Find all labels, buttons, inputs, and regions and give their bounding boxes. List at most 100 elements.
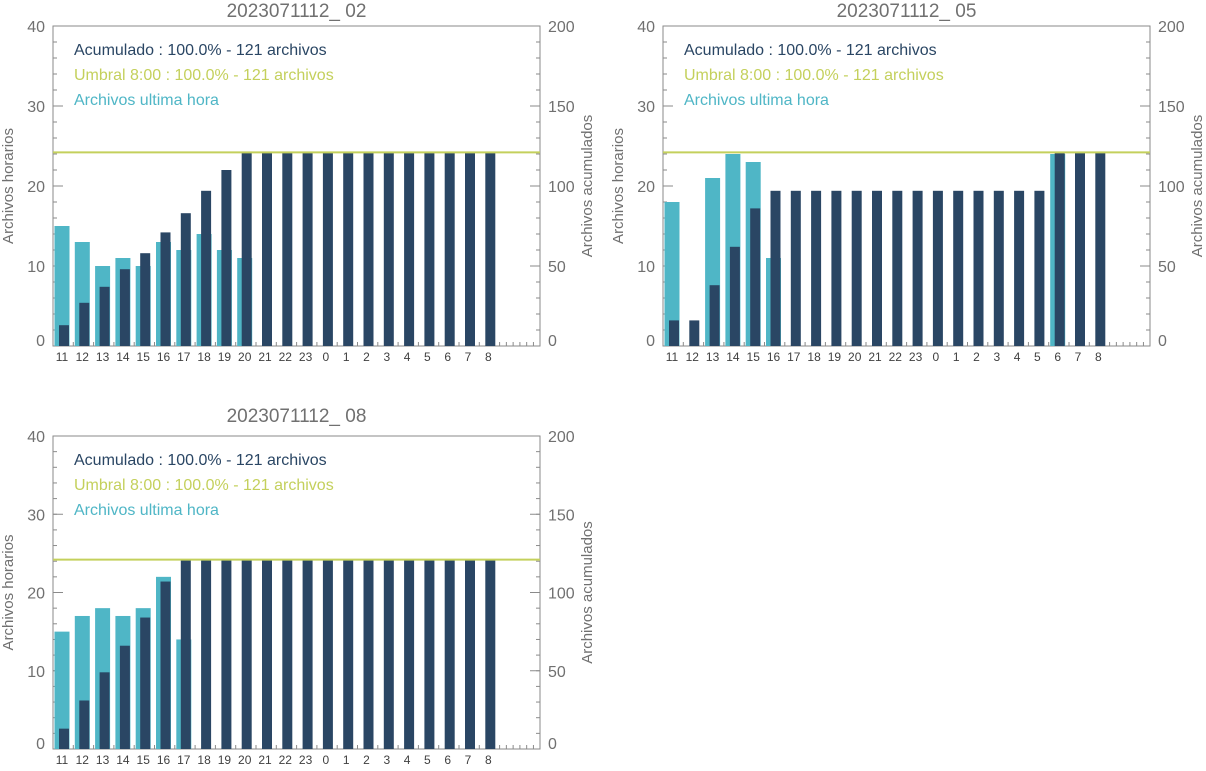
y2-axis-label: Archivos acumulados: [579, 521, 596, 664]
x-tick-label: 22: [279, 350, 293, 364]
bar-cumulative: [119, 269, 130, 346]
x-tick-label: 23: [299, 350, 313, 364]
y-tick-label: 30: [27, 507, 45, 524]
x-tick-label: 19: [218, 350, 232, 364]
x-tick-label: 2: [363, 350, 370, 364]
x-tick-label: 5: [424, 753, 431, 767]
x-tick-label: 0: [933, 350, 940, 364]
x-tick-label: 13: [96, 350, 110, 364]
chart-panel-2023071112-08: 2023071112_ 08 0 10 20 30 40 0 50 100 150 200 Archi…: [0, 408, 600, 771]
x-tick-label: 20: [238, 753, 252, 767]
y-tick-label: 30: [637, 99, 655, 116]
x-tick-label: 4: [404, 753, 411, 767]
bar-cumulative: [140, 617, 151, 749]
y-tick-label: 20: [27, 586, 45, 603]
x-tick-label: 7: [1075, 350, 1082, 364]
bar-cumulative: [322, 559, 333, 749]
chart-svg: 2023071112_ 05010203040050100150200Archi…: [610, 1, 1206, 364]
bar-cumulative: [424, 559, 435, 749]
bar-cumulative: [912, 190, 923, 346]
bar-cumulative: [343, 559, 354, 749]
x-tick-label: 18: [197, 753, 211, 767]
bar-cumulative: [770, 190, 781, 346]
x-tick-label: 15: [137, 753, 151, 767]
x-tick-label: 14: [116, 350, 130, 364]
chart-panel-2023071112-02: 2023071112_ 02 0 10 20 30 40 0 50 100 150 200 Archi…: [0, 0, 600, 370]
y-tick-label: 30: [27, 99, 45, 116]
x-tick-label: 3: [993, 350, 1000, 364]
x-tick-label: 0: [323, 350, 330, 364]
bar-cumulative: [99, 672, 110, 749]
legend-entry-threshold: Umbral 8:00 : 100.0% - 121 archivos: [74, 67, 334, 84]
x-tick-label: 1: [953, 350, 960, 364]
bar-cumulative: [221, 559, 232, 749]
x-tick-label: 22: [279, 753, 293, 767]
x-tick-label: 23: [299, 753, 313, 767]
x-tick-label: 5: [1034, 350, 1041, 364]
chart-svg: 2023071112_ 02010203040050100150200Archi…: [0, 1, 596, 364]
y2-tick-label: 200: [548, 19, 575, 36]
legend-entry-hourly: Archivos ultima hora: [684, 92, 829, 109]
y2-tick-label: 100: [1158, 179, 1185, 196]
bar-cumulative: [1014, 190, 1025, 346]
bar-cumulative: [99, 286, 110, 346]
x-tick-label: 20: [238, 350, 252, 364]
legend-entry-hourly: Archivos ultima hora: [74, 92, 219, 109]
bar-cumulative: [221, 170, 232, 346]
x-tick-label: 13: [96, 753, 110, 767]
y2-tick-label: 50: [1158, 259, 1176, 276]
bar-cumulative: [932, 190, 943, 346]
bar-cumulative: [180, 559, 191, 749]
x-tick-label: 4: [1014, 350, 1021, 364]
bar-cumulative: [140, 253, 151, 346]
chart-title: 2023071112_ 08: [227, 408, 367, 427]
y-tick-label: 10: [27, 664, 45, 681]
x-tick-label: 17: [787, 350, 801, 364]
bar-cumulative: [404, 559, 415, 749]
bar-cumulative: [383, 559, 394, 749]
y-tick-label: 10: [27, 259, 45, 276]
y2-tick-label: 100: [548, 586, 575, 603]
x-tick-label: 18: [197, 350, 211, 364]
bar-cumulative: [302, 559, 313, 749]
x-tick-label: 19: [828, 350, 842, 364]
bar-cumulative: [404, 152, 415, 346]
x-tick-label: 16: [157, 753, 171, 767]
x-tick-label: 17: [177, 753, 191, 767]
y2-tick-label: 0: [1158, 333, 1167, 350]
bar-cumulative: [59, 325, 69, 346]
bar-cumulative: [1095, 152, 1106, 346]
x-tick-label: 12: [76, 753, 90, 767]
x-tick-label: 14: [726, 350, 740, 364]
y-tick-label: 0: [646, 333, 655, 350]
x-tick-label: 8: [1095, 350, 1102, 364]
x-tick-label: 12: [686, 350, 700, 364]
y2-tick-label: 50: [548, 664, 566, 681]
y-axis-label: Archivos horarios: [610, 128, 627, 244]
y2-tick-label: 150: [1158, 99, 1185, 116]
x-tick-label: 21: [258, 753, 272, 767]
legend-entry-threshold: Umbral 8:00 : 100.0% - 121 archivos: [684, 67, 944, 84]
x-tick-label: 3: [383, 350, 390, 364]
x-tick-label: 3: [383, 753, 390, 767]
y-axis-label: Archivos horarios: [0, 128, 17, 244]
x-tick-label: 7: [465, 753, 472, 767]
x-tick-label: 21: [258, 350, 272, 364]
x-tick-label: 11: [56, 350, 69, 364]
bar-cumulative: [485, 559, 496, 749]
x-tick-label: 14: [116, 753, 130, 767]
y-axis-label: Archivos horarios: [0, 535, 17, 651]
bar-cumulative: [953, 190, 964, 346]
x-tick-label: 0: [323, 753, 330, 767]
y-tick-label: 0: [36, 736, 45, 753]
bar-cumulative: [424, 152, 435, 346]
bar-cumulative: [444, 152, 455, 346]
x-tick-label: 11: [56, 753, 69, 767]
bar-cumulative: [282, 559, 293, 749]
bar-cumulative: [993, 190, 1004, 346]
x-tick-label: 7: [465, 350, 472, 364]
x-tick-label: 17: [177, 350, 191, 364]
chart-svg: 2023071112_ 08010203040050100150200Archi…: [0, 408, 596, 767]
x-tick-label: 20: [848, 350, 862, 364]
legend-entry-cumulative: Acumulado : 100.0% - 121 archivos: [74, 452, 327, 469]
